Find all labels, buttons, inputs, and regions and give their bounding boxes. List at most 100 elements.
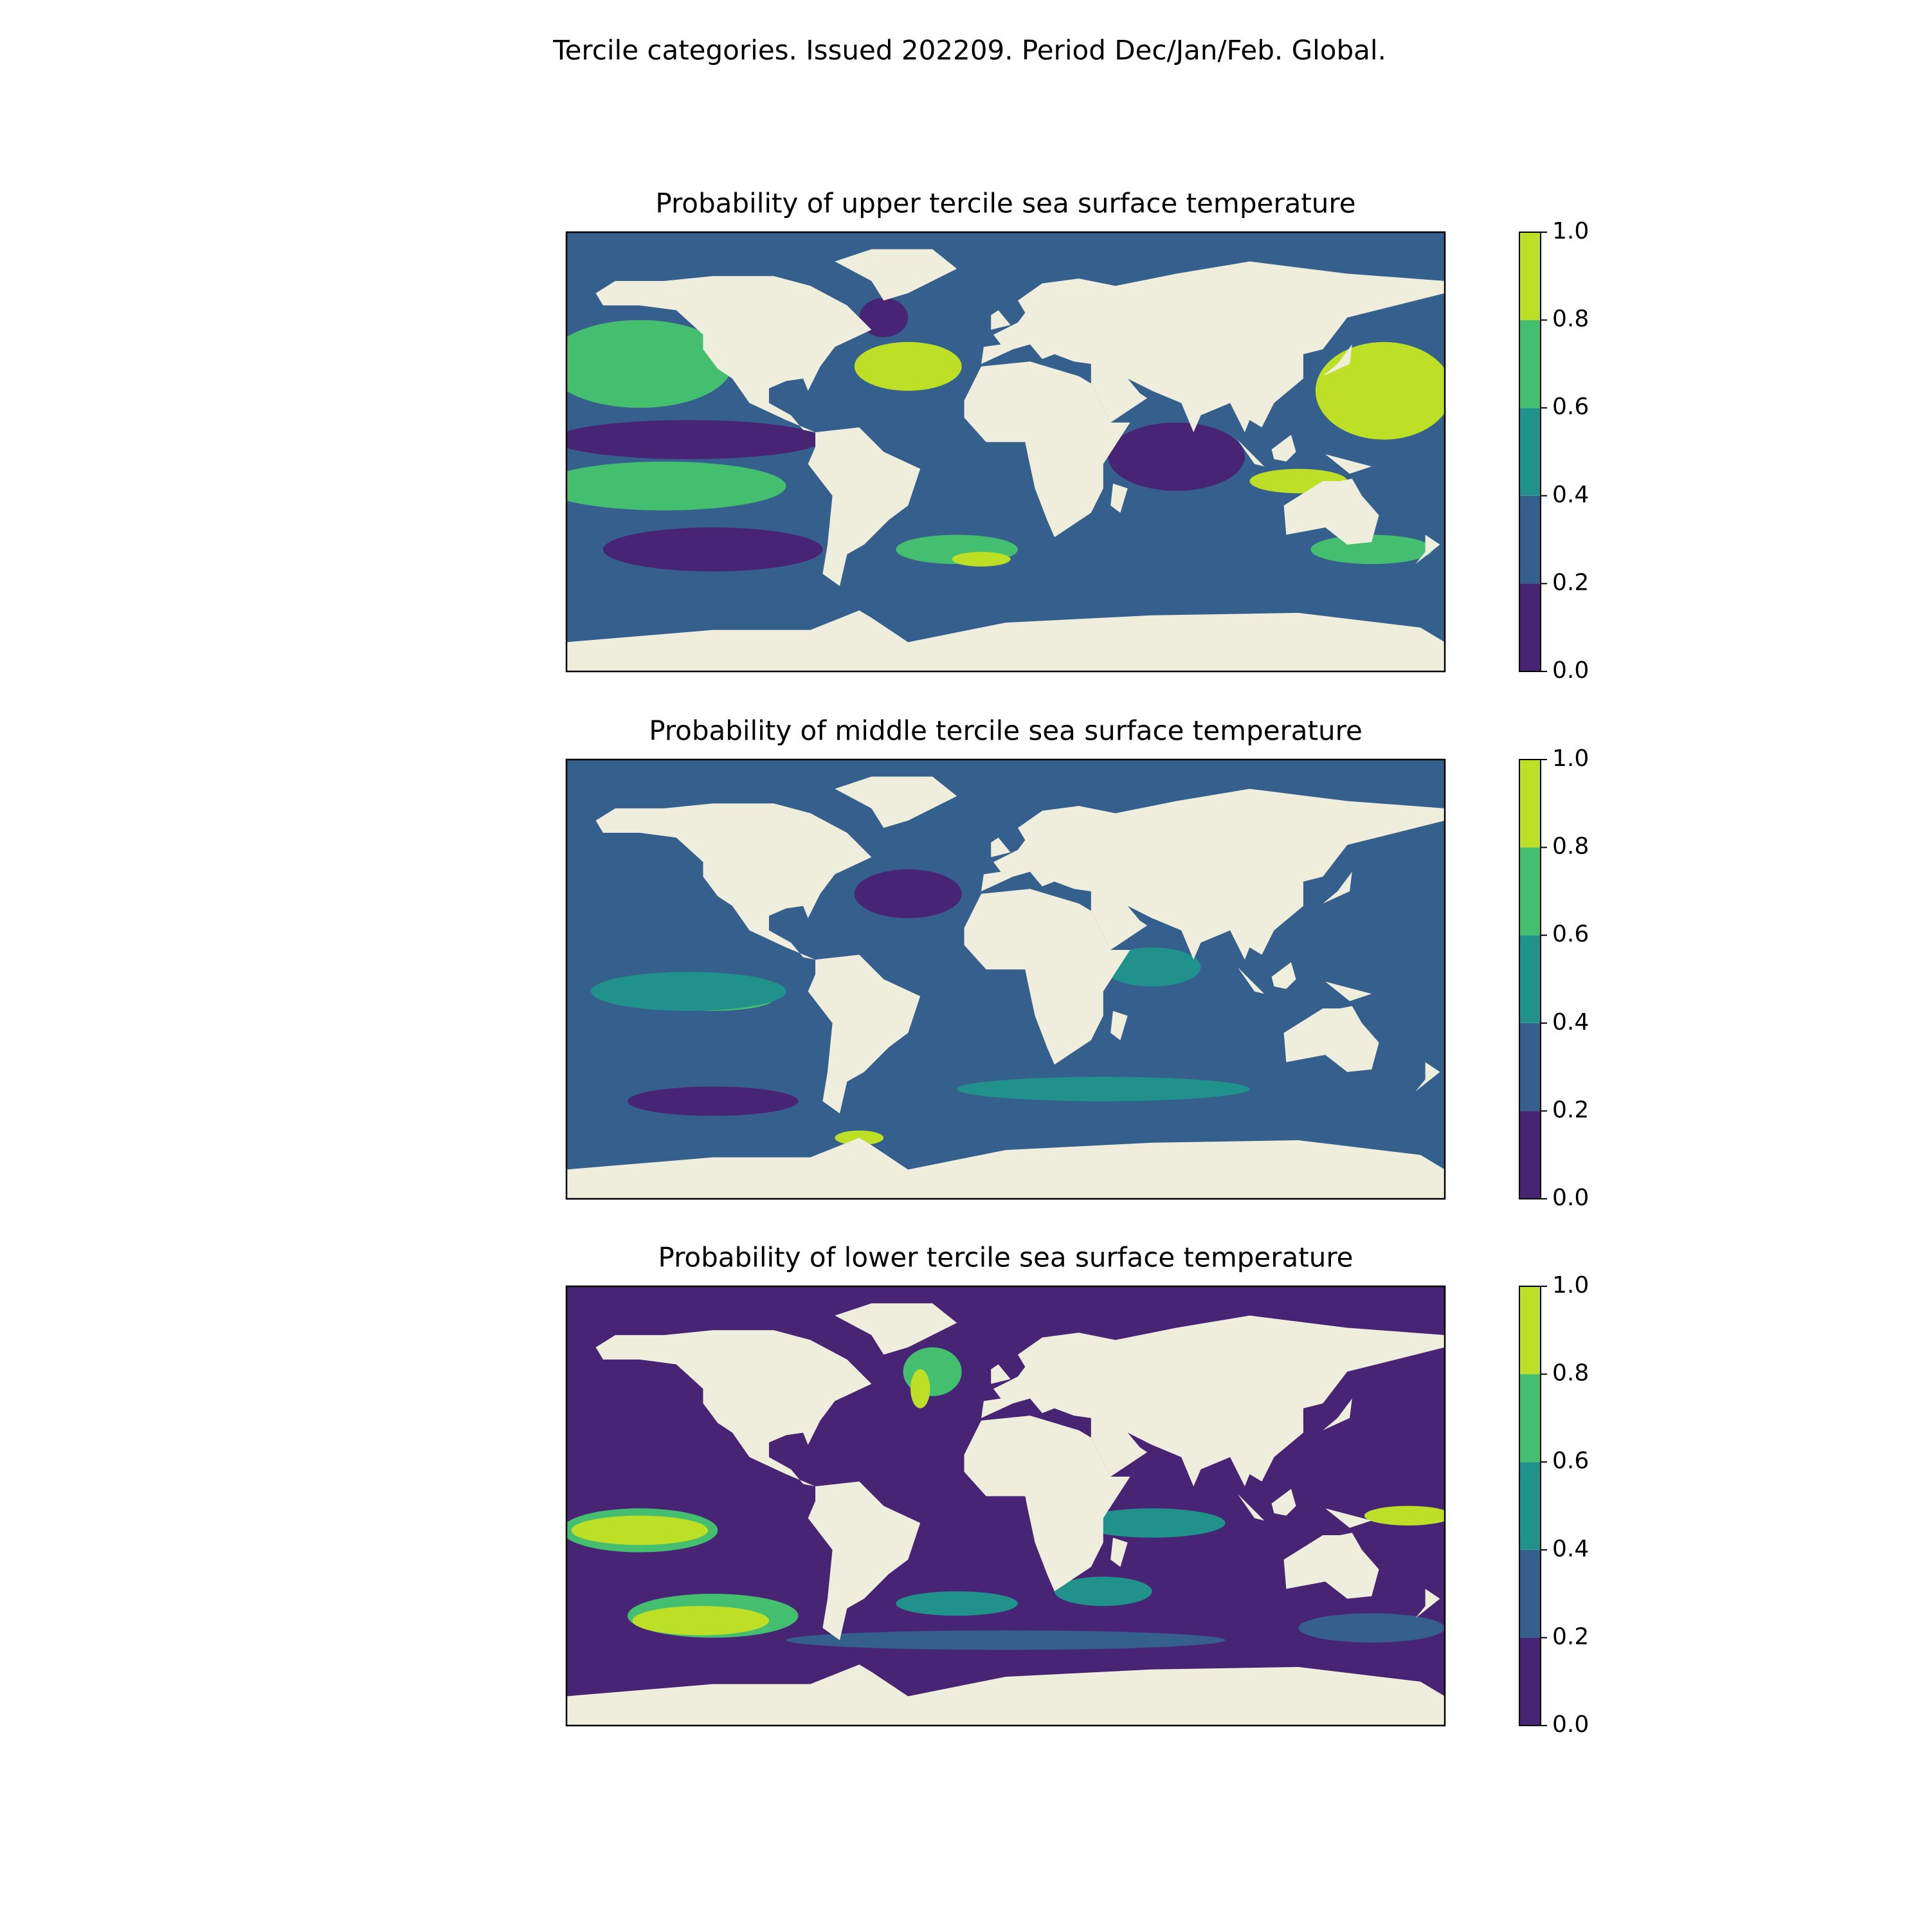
colorbar-segment [1519,320,1541,408]
colorbar-tick-label: 0.2 [1552,1623,1589,1650]
field-patch [627,1086,799,1116]
field-patch [1315,342,1445,440]
colorbar-segment [1519,408,1541,496]
colorbar-segment [1519,1549,1541,1638]
colorbar-segment [1519,232,1541,320]
land [1271,434,1296,462]
map-panel [566,760,1445,1199]
land [1237,439,1265,467]
colorbar-segment [1519,847,1541,936]
field-patch [896,1591,1018,1616]
land [1110,1537,1128,1567]
colorbar-segment [1519,495,1541,584]
land [981,261,1445,433]
field-patch [1364,1506,1445,1526]
map-frame [565,1285,1446,1727]
colorbar-tick-label: 0.6 [1552,1448,1589,1474]
land [595,1330,872,1487]
field-patch [566,420,823,459]
field-patch [566,320,732,408]
colorbar-tick-label: 0.0 [1552,1711,1589,1738]
land [964,1416,1130,1592]
land [991,837,1011,857]
land [1323,344,1352,376]
land [981,1315,1445,1487]
field-patch [910,1369,930,1408]
land [595,803,872,960]
land [1325,981,1372,1001]
field-patch [602,527,823,572]
field-patch [1298,1613,1445,1643]
colorbar-frame [1519,232,1541,672]
colorbar-segment [1519,760,1541,848]
field-patch [1103,947,1201,987]
land [964,361,1130,538]
land [808,1481,921,1641]
colorbar-tick-label: 0.8 [1552,834,1589,860]
colorbar-tick-label: 1.0 [1552,218,1589,244]
land [1323,871,1352,904]
field-patch [786,1630,1226,1650]
map-frame [565,758,1446,1200]
land [566,1664,1445,1726]
land [1283,478,1379,545]
map-title: Probability of middle tercile sea surfac… [649,715,1363,747]
colorbar-tick-label: 0.6 [1552,921,1589,947]
field-patch [1310,534,1433,565]
land [1237,1493,1265,1521]
colorbar-segment [1519,583,1541,671]
colorbar-segment [1519,1023,1541,1111]
land [835,249,957,301]
land [981,788,1445,960]
land [1325,454,1372,474]
colorbar-segment [1519,935,1541,1023]
map-title: Probability of lower tercile sea surface… [658,1242,1353,1273]
field-patch [566,461,786,511]
land [1271,1488,1296,1516]
field-patch [957,1077,1250,1102]
colorbar-tick-label: 0.8 [1552,1360,1589,1387]
field-patch [854,342,962,391]
map-panel [566,232,1445,671]
land [808,427,921,587]
field-patch [1054,1576,1152,1607]
field-patch [859,298,909,338]
land [835,1303,957,1355]
colorbar-segment [1519,1286,1541,1374]
land [1325,1508,1372,1528]
land [991,1364,1011,1384]
land [964,889,1130,1065]
colorbar-segment [1519,1637,1541,1726]
field-patch [1078,1508,1226,1538]
field-patch [590,972,786,1011]
land [1271,961,1296,989]
land [835,776,957,828]
land [1415,1062,1440,1092]
field-patch [952,552,1011,567]
colorbar-tick-label: 0.4 [1552,482,1589,508]
colorbar-tick-label: 0.2 [1552,1097,1589,1123]
map-title: Probability of upper tercile sea surface… [655,188,1355,219]
colorbar-segment [1519,1111,1541,1199]
land [595,276,872,433]
colorbar-tick-label: 0.0 [1552,657,1589,684]
colorbar-tick-label: 1.0 [1552,1272,1589,1299]
colorbar-segment [1519,1462,1541,1550]
field-patch [571,1515,709,1545]
colorbar-tick-label: 0.0 [1552,1185,1589,1211]
colorbar-tick-label: 0.8 [1552,306,1589,333]
colorbar-frame [1519,1286,1541,1726]
colorbar-tick-label: 0.6 [1552,394,1589,420]
land [991,310,1011,330]
land [808,954,921,1114]
land [566,1138,1445,1199]
land [566,610,1445,671]
colorbar-tick-label: 0.4 [1552,1536,1589,1562]
colorbar-frame [1519,759,1541,1199]
land [1110,483,1128,513]
land [1110,1010,1128,1041]
field-patch [854,869,962,918]
colorbar-tick-label: 1.0 [1552,745,1589,772]
map-frame [565,231,1446,673]
colorbar-segment [1519,1374,1541,1463]
